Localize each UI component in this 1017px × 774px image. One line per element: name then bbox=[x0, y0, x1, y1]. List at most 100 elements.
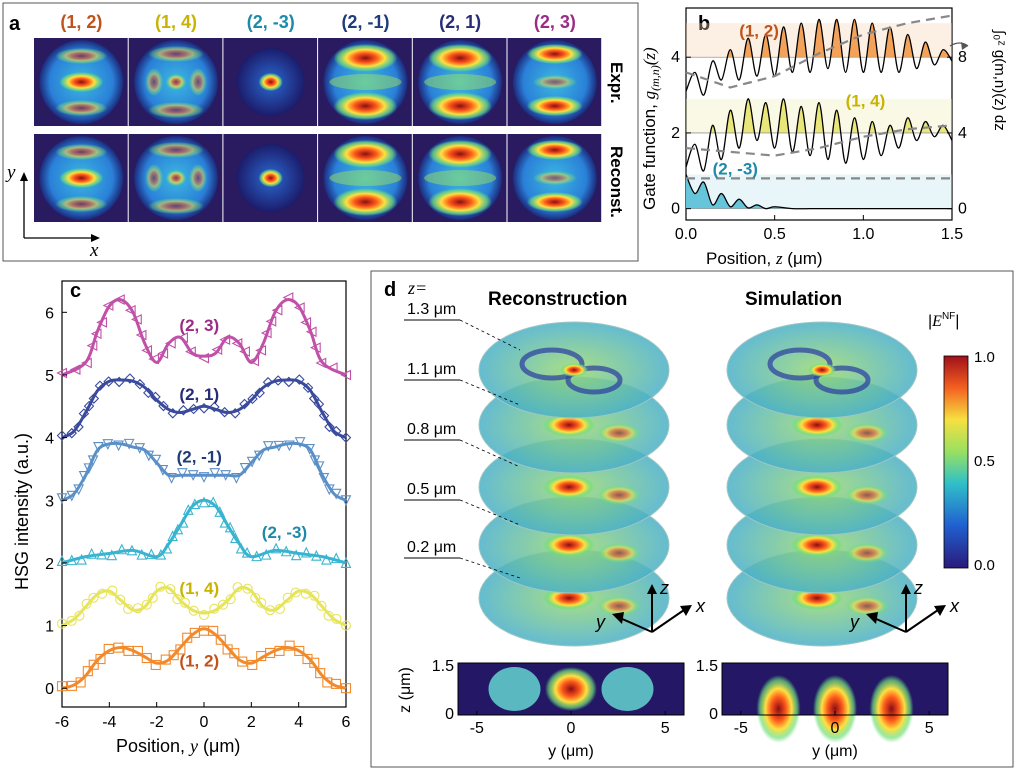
mode-title-4: (2, 1) bbox=[439, 12, 481, 32]
triad-z-head bbox=[901, 584, 911, 594]
tile-recon-4 bbox=[412, 134, 507, 222]
strip-lobe bbox=[488, 667, 541, 711]
c-marker bbox=[260, 548, 272, 560]
c-marker bbox=[315, 357, 327, 369]
triad-x-head bbox=[934, 605, 946, 616]
c-marker bbox=[330, 552, 342, 564]
c-marker bbox=[141, 652, 152, 664]
c-marker bbox=[78, 408, 90, 419]
tile-expr-0 bbox=[34, 38, 128, 126]
integral-arrow-icon bbox=[949, 42, 969, 50]
c-xtick-label: 2 bbox=[247, 714, 256, 731]
triad-x-label: x bbox=[949, 596, 960, 616]
c-marker bbox=[318, 410, 330, 421]
c-marker bbox=[232, 582, 243, 593]
c-ytick-label: 2 bbox=[45, 556, 54, 573]
c-marker bbox=[198, 352, 210, 364]
slice-spot-side bbox=[597, 485, 641, 505]
c-marker bbox=[309, 455, 321, 467]
c-line-3 bbox=[61, 498, 347, 565]
c-marker bbox=[284, 640, 295, 651]
c-marker bbox=[88, 393, 100, 404]
c-marker bbox=[103, 376, 114, 387]
c-marker bbox=[81, 598, 92, 609]
spot-bottom bbox=[428, 92, 493, 120]
c-marker bbox=[56, 681, 68, 692]
c-marker bbox=[113, 376, 125, 388]
slice-spot-side bbox=[597, 543, 641, 563]
b-xtick-label: 1.0 bbox=[852, 226, 874, 243]
c-marker bbox=[330, 425, 342, 437]
panel-c-plot-frame bbox=[61, 280, 347, 708]
slice-spot bbox=[791, 413, 843, 437]
panel-b-ticks: 0.0 0.5 1.0 1.5 0 2 4 0 4 8 bbox=[671, 49, 967, 243]
c-marker bbox=[250, 592, 261, 603]
c-marker bbox=[74, 610, 85, 621]
colorbar: |ENF| 1.0 0.5 0.0 bbox=[928, 311, 995, 574]
c-marker bbox=[294, 374, 305, 385]
c-marker bbox=[241, 546, 253, 558]
c-marker bbox=[106, 549, 118, 561]
c-marker bbox=[340, 683, 352, 694]
panel-d: d z= Reconstruction Simulation 1.3 μm 1.1… bbox=[370, 270, 1014, 768]
c-marker bbox=[222, 644, 233, 655]
panel-b-curves bbox=[685, 14, 953, 210]
colorbar-tick-05: 0.5 bbox=[974, 453, 995, 470]
spot-bottom bbox=[526, 96, 583, 116]
c-marker bbox=[66, 490, 78, 502]
c-marker bbox=[256, 597, 267, 608]
spot-bottom bbox=[148, 102, 205, 118]
panel-d-letter: d bbox=[384, 279, 396, 301]
slice-spot-side bbox=[597, 596, 641, 616]
slice-ring bbox=[767, 347, 833, 381]
panel-a-letter: a bbox=[9, 13, 21, 35]
c-marker bbox=[300, 317, 312, 328]
slice-ring bbox=[519, 347, 585, 381]
colorbar-tick-1: 1.0 bbox=[974, 349, 995, 366]
c-marker bbox=[88, 659, 99, 670]
spot-center bbox=[532, 75, 577, 89]
spot-center bbox=[532, 171, 577, 185]
c-marker bbox=[126, 544, 138, 556]
c-marker bbox=[141, 344, 153, 356]
c-marker bbox=[124, 304, 136, 316]
c-marker bbox=[272, 375, 284, 386]
ylabel-left-prefix: Gate function, bbox=[640, 99, 659, 210]
strip-ytick-bottom: 0 bbox=[445, 706, 454, 723]
spot-center bbox=[59, 72, 104, 92]
c-marker bbox=[90, 328, 102, 340]
c-line-0 bbox=[61, 298, 347, 377]
c-marker bbox=[231, 338, 243, 349]
c-ytick-label: 3 bbox=[45, 493, 54, 510]
c-marker bbox=[198, 472, 210, 483]
c-marker bbox=[262, 441, 274, 452]
c-marker bbox=[148, 353, 160, 365]
strip-xtick-label: 0 bbox=[567, 720, 576, 737]
c-xtick-label: -2 bbox=[150, 714, 164, 731]
spot-left bbox=[145, 164, 164, 192]
c-marker bbox=[124, 373, 136, 384]
mode-title-5: (2, 3) bbox=[534, 12, 576, 32]
c-marker bbox=[274, 603, 285, 614]
b-ytick-right-label: 4 bbox=[958, 125, 967, 142]
strip-recon: -5 0 5 1.5 0 y (μm) bbox=[432, 658, 685, 760]
b-ytick-label: 4 bbox=[671, 49, 680, 66]
c-marker bbox=[313, 461, 325, 473]
slice-spot bbox=[543, 413, 595, 437]
c-xtick-label: 0 bbox=[200, 714, 209, 731]
c-marker bbox=[107, 585, 118, 596]
b-ytick-right-label: 8 bbox=[958, 49, 967, 66]
strip-ytick-top: 1.5 bbox=[696, 658, 718, 675]
triad-z-head bbox=[647, 584, 657, 594]
axis-y-label: y bbox=[5, 162, 16, 183]
c-marker bbox=[96, 548, 108, 560]
spot-center bbox=[258, 169, 283, 187]
triad-z-label: z bbox=[913, 578, 923, 598]
c-marker bbox=[220, 470, 232, 481]
c-marker bbox=[66, 615, 77, 626]
strip-xtick-label: -5 bbox=[734, 720, 748, 737]
c-marker bbox=[88, 592, 99, 603]
c-xtick-label: -6 bbox=[55, 714, 69, 731]
c-marker bbox=[310, 549, 322, 561]
c-marker bbox=[229, 532, 241, 544]
